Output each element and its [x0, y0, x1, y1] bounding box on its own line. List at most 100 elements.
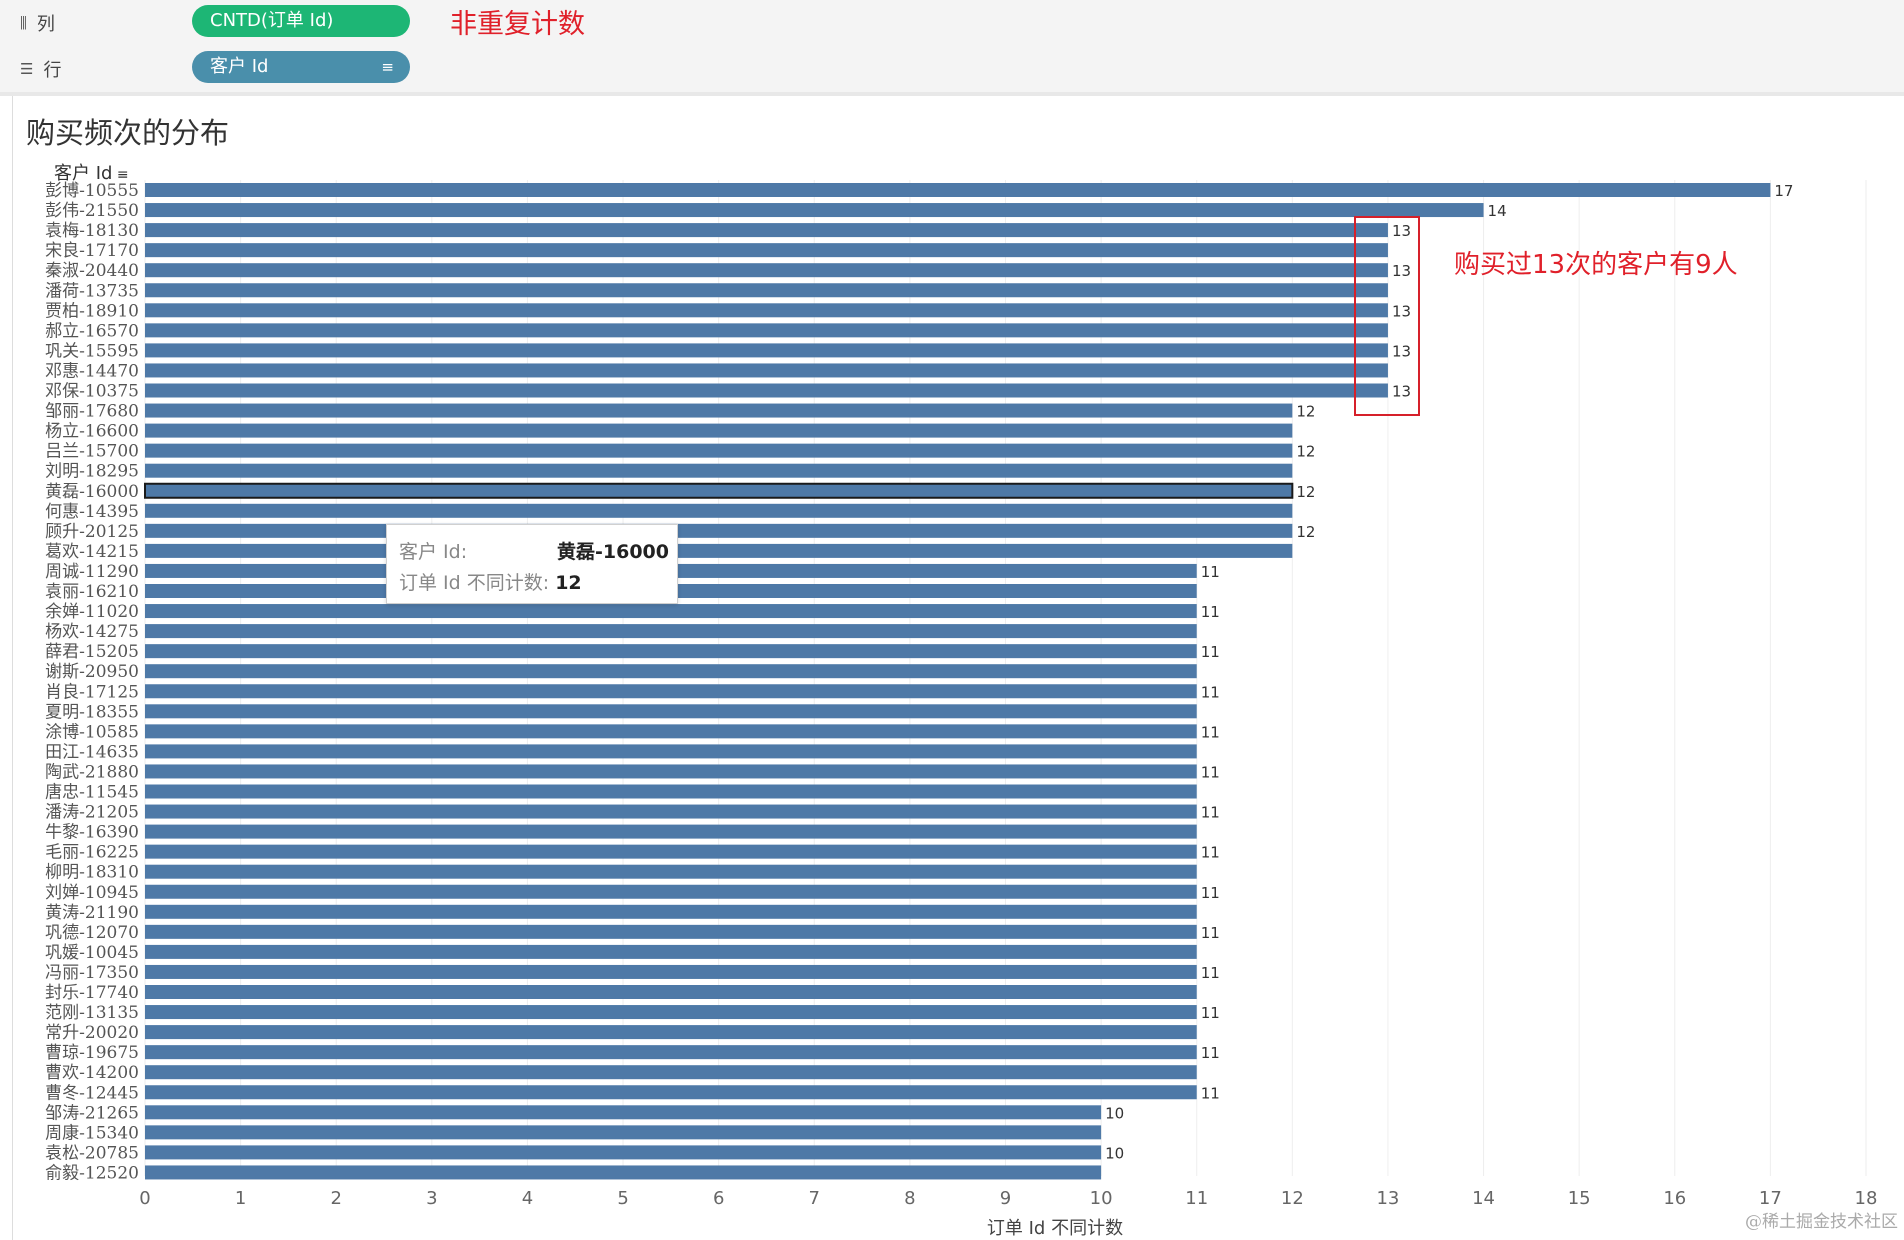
x-tick-label: 6: [713, 1188, 724, 1209]
tooltip-customer-label: 客户 Id:: [399, 541, 468, 563]
bar[interactable]: [145, 624, 1197, 639]
category-label: 何惠-14395: [45, 502, 139, 522]
bar[interactable]: [145, 503, 1293, 518]
bar[interactable]: [145, 985, 1197, 999]
row-axis-header[interactable]: 客户 Id ≡: [54, 159, 129, 185]
bar[interactable]: [145, 904, 1197, 919]
bar[interactable]: [145, 1145, 1102, 1160]
header-sort-icon[interactable]: ≡: [112, 167, 129, 183]
bar[interactable]: [145, 543, 1293, 558]
category-label: 贾柏-18910: [45, 301, 139, 321]
bar[interactable]: [145, 1065, 1197, 1080]
category-label: 宋良-17170: [45, 241, 139, 261]
value-label: 11: [1201, 563, 1220, 581]
bar[interactable]: [145, 684, 1197, 699]
bar[interactable]: [145, 323, 1388, 338]
category-label: 黄涛-21190: [45, 903, 139, 923]
x-tick-label: 8: [904, 1188, 915, 1209]
sort-icon[interactable]: ≡: [381, 58, 394, 76]
category-label: 秦淑-20440: [45, 261, 139, 281]
value-label: 12: [1296, 523, 1315, 541]
bar[interactable]: [145, 1085, 1197, 1100]
x-tick-label: 15: [1568, 1188, 1591, 1209]
x-tick-label: 9: [1000, 1188, 1011, 1209]
bar[interactable]: [145, 283, 1388, 298]
category-label: 吕兰-15700: [45, 442, 139, 462]
view-frame: [12, 96, 1904, 1240]
bar[interactable]: [145, 403, 1293, 418]
category-label: 邹丽-17680: [45, 402, 139, 422]
category-label: 毛丽-16225: [45, 843, 139, 863]
bar[interactable]: [145, 604, 1197, 619]
category-label: 周康-15340: [45, 1123, 139, 1143]
bar[interactable]: [145, 964, 1197, 979]
bar[interactable]: [145, 263, 1388, 278]
bar[interactable]: [144, 482, 1294, 499]
columns-pill[interactable]: CNTD(订单 Id): [192, 5, 410, 37]
bar[interactable]: [145, 944, 1197, 959]
value-label: 11: [1201, 1084, 1220, 1102]
category-label: 彭博-10555: [45, 181, 139, 201]
bar[interactable]: [145, 443, 1293, 458]
x-axis-title: 订单 Id 不同计数: [987, 1218, 1123, 1239]
bar[interactable]: [145, 784, 1197, 799]
bar[interactable]: [145, 383, 1388, 398]
bar[interactable]: [145, 523, 1293, 538]
bar[interactable]: [145, 363, 1388, 378]
bar[interactable]: [145, 724, 1197, 739]
value-label: 11: [1201, 804, 1220, 822]
bar[interactable]: [145, 1045, 1197, 1060]
bar[interactable]: [145, 1025, 1197, 1040]
columns-pill-text: CNTD(订单 Id): [210, 10, 334, 31]
rows-shelf-label: ☰ 行: [20, 56, 61, 82]
bar[interactable]: [145, 223, 1388, 238]
rows-pill[interactable]: 客户 Id ≡: [192, 51, 410, 83]
value-label: 11: [1201, 643, 1220, 661]
bar[interactable]: [145, 664, 1197, 679]
category-label: 潘荷-13735: [45, 281, 139, 301]
bar[interactable]: [145, 644, 1197, 659]
bar[interactable]: [145, 1105, 1102, 1120]
bar[interactable]: [145, 924, 1197, 939]
bar[interactable]: [145, 203, 1484, 218]
value-label: 13: [1392, 222, 1411, 240]
bar[interactable]: [145, 1005, 1197, 1020]
x-tick-label: 7: [809, 1188, 820, 1209]
columns-shelf: ⫼ 列 CNTD(订单 Id) 非重复计数: [0, 0, 1904, 47]
bar[interactable]: [145, 423, 1293, 438]
category-label: 柳明-18310: [45, 863, 139, 883]
bar[interactable]: [145, 303, 1388, 318]
value-label: 11: [1201, 723, 1220, 741]
value-label: 12: [1296, 483, 1315, 501]
bar[interactable]: [145, 844, 1197, 859]
category-label: 曹欢-14200: [45, 1063, 139, 1083]
category-label: 邓惠-14470: [45, 361, 139, 381]
category-label: 曹琼-19675: [45, 1043, 139, 1063]
bar[interactable]: [145, 804, 1197, 819]
category-label: 顾升-20125: [45, 522, 139, 542]
category-label: 袁松-20785: [45, 1143, 139, 1163]
bar[interactable]: [145, 343, 1388, 358]
columns-icon: ⫼: [20, 14, 27, 32]
bar[interactable]: [145, 864, 1197, 879]
bar[interactable]: [145, 183, 1771, 197]
bar[interactable]: [145, 704, 1197, 719]
bar[interactable]: [145, 463, 1293, 478]
x-tick-label: 0: [139, 1188, 150, 1209]
category-label: 牛黎-16390: [45, 823, 139, 843]
bar[interactable]: [145, 764, 1197, 779]
bar[interactable]: [145, 884, 1197, 899]
bar[interactable]: [145, 1165, 1102, 1180]
category-label: 常升-20020: [45, 1023, 139, 1043]
category-label: 封乐-17740: [45, 983, 139, 1003]
annotation-13: 购买过13次的客户有9人: [1454, 250, 1738, 280]
value-label: 13: [1392, 342, 1411, 360]
value-label: 11: [1201, 763, 1220, 781]
bar[interactable]: [145, 243, 1388, 258]
bar[interactable]: [145, 744, 1197, 759]
bar[interactable]: [145, 824, 1197, 839]
category-label: 刘婵-10945: [45, 883, 139, 903]
x-tick-label: 3: [426, 1188, 437, 1209]
value-label: 11: [1201, 844, 1220, 862]
bar[interactable]: [145, 1125, 1102, 1140]
